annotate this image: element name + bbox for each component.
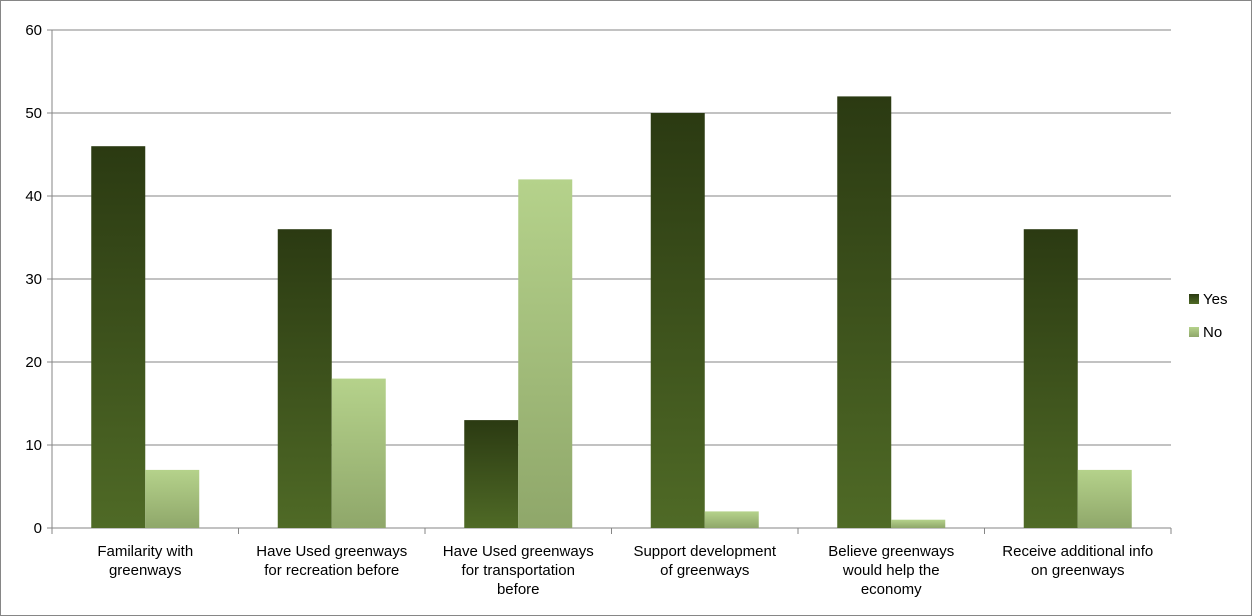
x-category-label: Have Used greenways for recreation before	[256, 543, 407, 579]
axes	[47, 29, 1172, 534]
bars	[91, 96, 1132, 529]
x-category-label: Believe greenways would help the economy	[828, 543, 954, 598]
y-tick-label: 50	[25, 105, 42, 122]
bar-yes-4	[837, 96, 892, 529]
x-category-label: Support development of greenways	[633, 543, 776, 579]
x-category-label: Receive additional info on greenways	[1002, 543, 1153, 579]
y-tick-label: 0	[34, 520, 42, 537]
legend-label-no: No	[1203, 324, 1222, 341]
bar-no-5	[1077, 469, 1132, 528]
y-tick-label: 20	[25, 354, 42, 371]
legend-swatch-no	[1189, 327, 1199, 337]
y-tick-label: 10	[25, 437, 42, 454]
bar-no-3	[704, 511, 759, 528]
bar-yes-3	[650, 113, 705, 528]
y-tick-label: 30	[25, 271, 42, 288]
bar-yes-5	[1023, 229, 1078, 528]
legend: Yes No	[1189, 291, 1227, 341]
bar-yes-2	[464, 420, 519, 528]
bar-yes-0	[91, 146, 146, 528]
legend-swatch-yes	[1189, 294, 1199, 304]
bar-no-0	[145, 469, 200, 528]
x-category-label: Have Used greenways for transportation bef…	[443, 543, 594, 598]
x-category-label: Familarity with greenways	[97, 543, 193, 579]
y-tick-label: 60	[25, 22, 42, 39]
bar-no-4	[891, 519, 946, 528]
legend-label-yes: Yes	[1203, 291, 1227, 308]
y-tick-label: 40	[25, 188, 42, 205]
axis-labels: 0 10 20 30 40 50 60 Familarity with greenways Hav…	[25, 22, 1153, 598]
bar-no-2	[518, 179, 573, 528]
gridlines	[52, 29, 1171, 446]
bar-no-1	[331, 378, 386, 528]
bar-yes-1	[277, 229, 332, 528]
